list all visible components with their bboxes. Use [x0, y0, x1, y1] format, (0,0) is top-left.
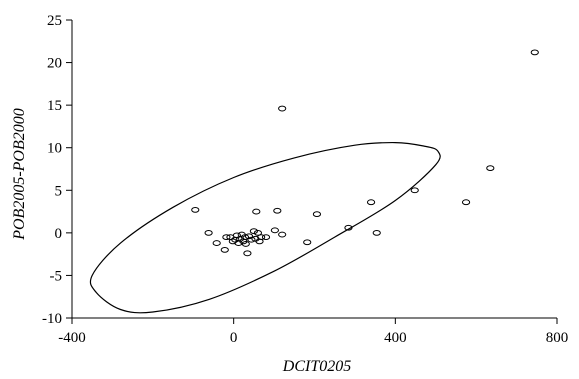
data-point: [486, 165, 495, 172]
data-point: [243, 250, 252, 257]
data-point: [247, 236, 256, 243]
data-point: [244, 233, 254, 240]
data-point: [270, 227, 279, 234]
data-point: [303, 239, 312, 246]
data-point: [249, 228, 258, 235]
data-point: [204, 229, 213, 236]
x-axis-ticks: -400 0 400 800: [58, 318, 568, 346]
data-point: [257, 234, 266, 241]
data-point: [191, 206, 200, 213]
data-point: [366, 199, 376, 206]
data-point: [261, 234, 271, 241]
data-point: [461, 199, 471, 206]
y-tick-label: -10: [42, 311, 62, 327]
y-tick-label: 10: [47, 141, 62, 157]
data-point: [241, 241, 250, 247]
data-point: [278, 105, 287, 112]
data-point: [273, 207, 282, 214]
confidence-ellipse: [89, 141, 441, 314]
data-point: [530, 49, 539, 56]
y-tick-label: 25: [47, 13, 62, 29]
confidence-ellipse-layer: [89, 141, 441, 314]
data-point: [344, 224, 353, 231]
data-point: [212, 240, 221, 246]
x-tick-label: 0: [230, 330, 238, 346]
data-point: [410, 187, 419, 194]
y-axis-ticks: -10 -5 0 5 10 15 20 25: [42, 13, 72, 327]
y-tick-label: 0: [55, 226, 63, 242]
y-axis-title: POB2005-POB2000: [11, 108, 28, 241]
y-tick-label: 20: [47, 56, 62, 72]
data-point: [220, 246, 229, 253]
x-tick-label: 800: [546, 330, 569, 346]
y-tick-label: 5: [55, 183, 63, 199]
data-point: [312, 211, 322, 218]
data-points-layer: [191, 49, 539, 257]
data-point: [222, 234, 231, 241]
data-point: [240, 234, 250, 241]
data-point: [252, 208, 261, 215]
axes: [71, 20, 557, 319]
data-point: [372, 229, 381, 236]
y-tick-label: 15: [47, 98, 62, 114]
x-tick-label: -400: [58, 330, 86, 346]
x-tick-label: 400: [384, 330, 407, 346]
data-point: [278, 231, 287, 238]
x-axis-title: DCIT0205: [282, 358, 351, 375]
y-tick-label: -5: [50, 268, 63, 284]
